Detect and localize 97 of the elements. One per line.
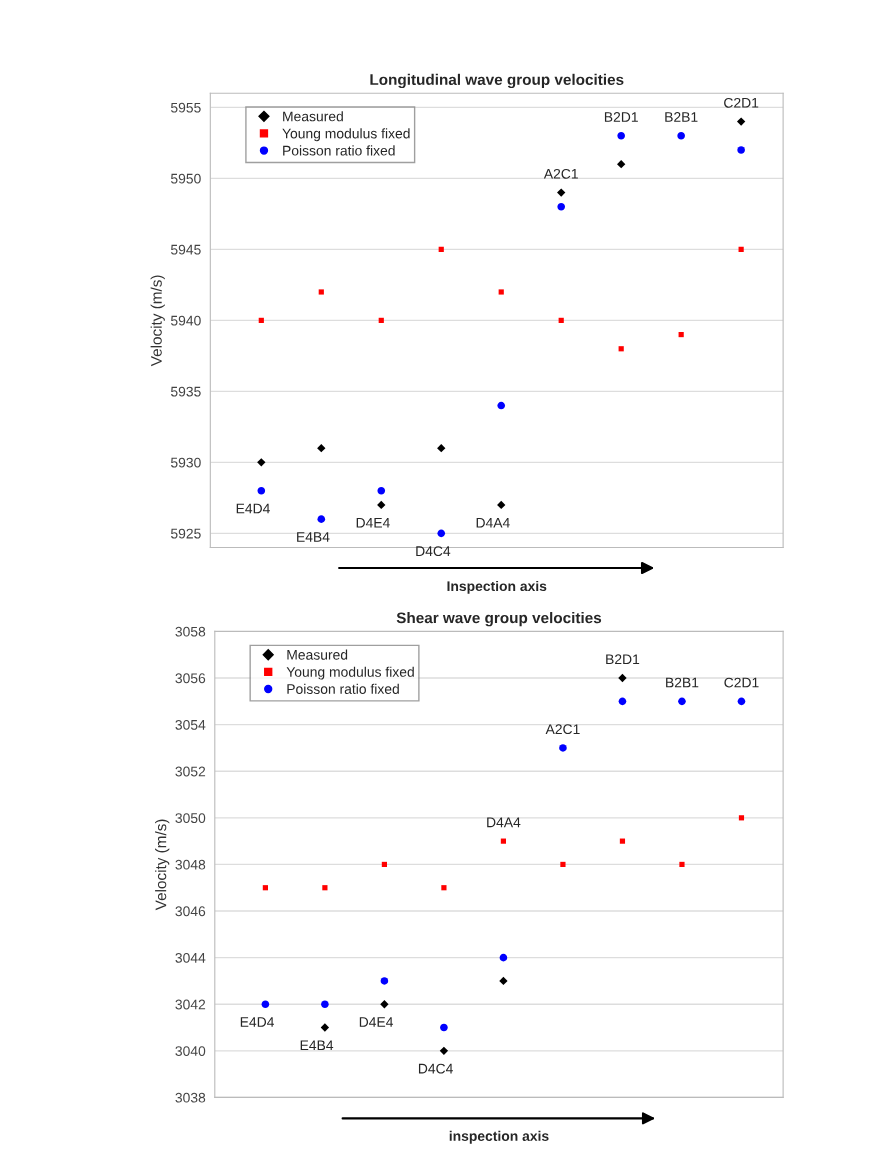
annotation: D4E4 [356,517,390,528]
annotation: B2B1 [666,677,699,688]
y-tick-label: 5945 [170,244,201,255]
point [738,815,745,821]
point [320,1023,330,1032]
point [737,697,746,706]
point [736,117,746,126]
y-tick-label: 5925 [170,528,201,539]
point [499,953,508,962]
annotation: C2D1 [724,677,759,688]
annotation: D4A4 [487,817,521,828]
y-tick-label: 3044 [175,952,206,963]
y-tick-label: 5955 [170,102,201,113]
y-tick-label: 3046 [175,906,206,917]
point [557,202,566,211]
point [497,500,506,510]
legend-label: Measured [287,649,348,660]
point [261,1000,270,1009]
point [437,529,446,538]
point [380,977,389,985]
point [322,885,328,891]
annotation: B2B1 [665,112,698,122]
legend-label: Measured [283,111,343,122]
y-tick-label: 3054 [175,719,206,730]
point [678,331,684,338]
y-tick-label: 3040 [175,1046,206,1056]
y-axis-title: Velocity (m/s) [150,275,165,367]
point [318,289,324,295]
point [437,443,446,453]
x-axis-title: Inspection axis [447,580,547,594]
y-tick-label: 3050 [175,813,206,823]
point [317,515,326,523]
point [258,317,264,323]
annotation: D4C4 [418,1063,453,1074]
point [678,697,686,706]
y-tick-label: 3038 [175,1092,206,1103]
annotation: D4A4 [476,517,510,528]
point [380,1000,389,1009]
point [738,246,744,252]
annotation: D4E4 [359,1017,394,1027]
point [438,246,444,252]
point [440,1023,448,1032]
y-tick-label: 3056 [175,673,206,684]
point [617,131,625,140]
point [317,443,326,453]
annotation: E4D4 [240,1017,275,1027]
y-tick-label: 5930 [170,457,201,468]
point [441,885,447,891]
point [439,1046,449,1055]
x-axis-title: inspection axis [449,1130,549,1144]
y-tick-label: 3048 [175,859,206,870]
point [618,346,624,352]
point [559,744,567,752]
point [321,1000,329,1009]
point [257,486,266,495]
annotation: A2C1 [545,724,580,735]
point [498,289,504,295]
point [381,861,387,868]
point [557,188,566,197]
point [500,838,507,844]
y-tick-label: 5950 [170,173,201,184]
y-tick-label: 5935 [170,386,201,397]
point [737,146,745,154]
point [558,317,564,323]
legend-label: Poisson ratio fixed [287,683,399,694]
y-tick-label: 3058 [175,626,206,637]
point [617,160,626,169]
point [618,697,627,706]
y-tick-label: 5940 [170,315,201,326]
y-tick-label: 3042 [175,999,206,1010]
annotation: E4B4 [300,1040,334,1051]
point [618,673,627,683]
annotation: A2C1 [543,168,578,179]
point [679,861,685,868]
chart-title: Longitudinal wave group velocities [370,73,624,89]
y-tick-label: 3052 [175,766,206,777]
point [560,861,566,868]
point [497,401,506,410]
point [377,500,386,510]
annotation: E4D4 [236,503,270,514]
y-axis-title: Velocity (m/s) [155,819,170,911]
annotation: E4B4 [297,532,330,542]
annotation: B2D1 [606,654,640,665]
annotation: D4C4 [416,546,451,557]
chart-title: Shear wave group velocities [396,612,602,627]
point [377,486,386,495]
point [378,317,384,323]
legend-label: Young modulus fixed [282,128,410,142]
annotation: C2D1 [724,97,759,108]
annotation: B2D1 [604,112,638,122]
point [677,131,685,140]
legend-label: Young modulus fixed [286,666,414,680]
point [499,976,508,986]
point [619,838,626,844]
legend-label: Poisson ratio fixed [283,145,395,156]
point [257,458,266,467]
point [262,885,268,891]
